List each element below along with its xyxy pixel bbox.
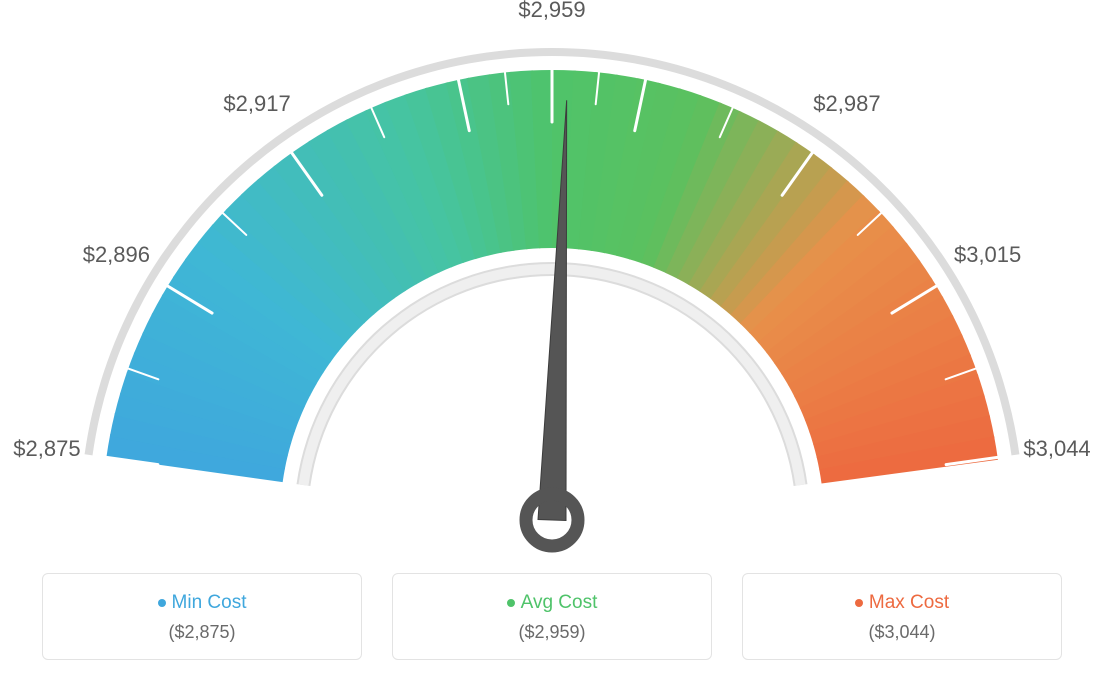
- gauge-tick-label: $2,987: [813, 91, 880, 117]
- gauge-tick-label: $3,015: [954, 242, 1021, 268]
- avg-cost-value: ($2,959): [403, 622, 701, 643]
- gauge-tick-label: $2,896: [83, 242, 150, 268]
- dot-icon: [507, 599, 515, 607]
- max-cost-card: Max Cost ($3,044): [742, 573, 1062, 660]
- gauge-tick-label: $2,917: [223, 91, 290, 117]
- avg-cost-card: Avg Cost ($2,959): [392, 573, 712, 660]
- max-cost-value: ($3,044): [753, 622, 1051, 643]
- min-cost-value: ($2,875): [53, 622, 351, 643]
- gauge-tick-label: $2,875: [13, 436, 80, 462]
- min-cost-card: Min Cost ($2,875): [42, 573, 362, 660]
- gauge-chart: $2,875 $2,896 $2,917 $2,959 $2,987 $3,015 $3,0…: [0, 0, 1104, 560]
- min-cost-label: Min Cost: [172, 592, 247, 613]
- max-cost-label: Max Cost: [869, 592, 949, 613]
- dot-icon: [158, 599, 166, 607]
- min-cost-title: Min Cost: [53, 592, 351, 614]
- avg-cost-label: Avg Cost: [521, 592, 598, 613]
- summary-cards: Min Cost ($2,875) Avg Cost ($2,959) Max …: [40, 573, 1064, 660]
- dot-icon: [855, 599, 863, 607]
- gauge-tick-label: $3,044: [1023, 436, 1090, 462]
- max-cost-title: Max Cost: [753, 592, 1051, 614]
- avg-cost-title: Avg Cost: [403, 592, 701, 614]
- gauge-tick-label: $2,959: [518, 0, 585, 23]
- gauge-svg: [0, 0, 1104, 560]
